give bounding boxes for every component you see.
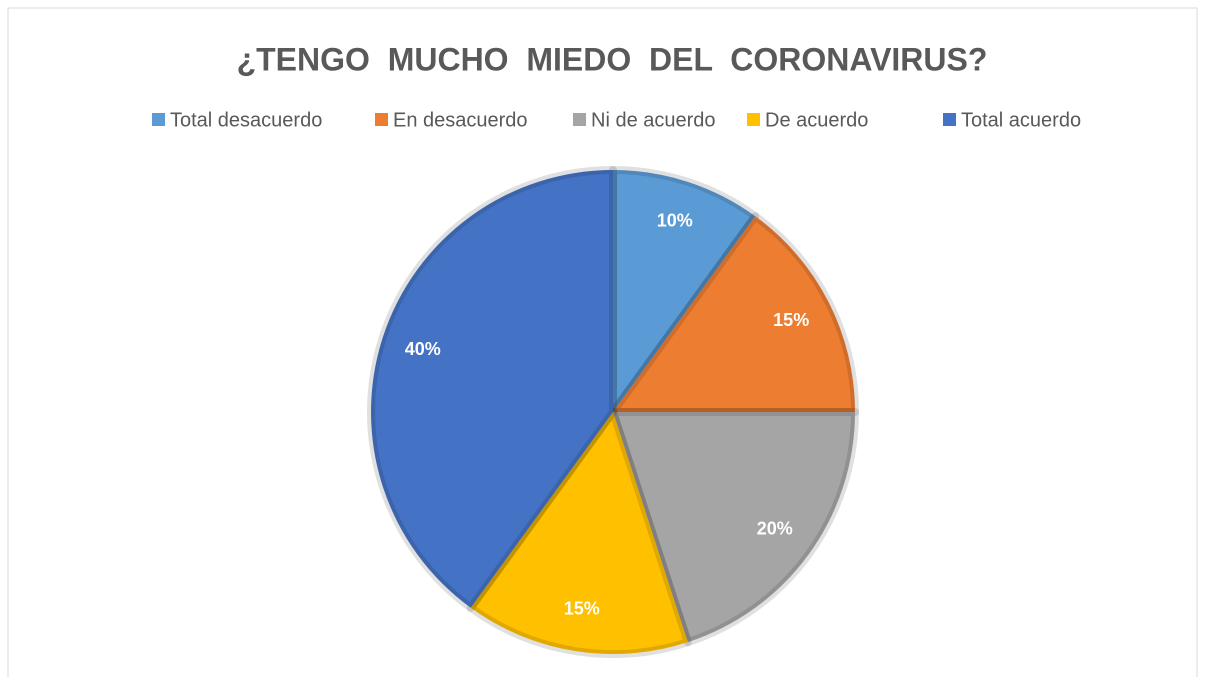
legend-label: En desacuerdo bbox=[393, 109, 528, 131]
pie-slice bbox=[466, 408, 692, 658]
legend-swatch bbox=[152, 113, 165, 126]
data-label: 10% bbox=[657, 211, 693, 231]
pie-slice bbox=[609, 212, 859, 416]
pie-slice bbox=[367, 166, 617, 612]
legend-swatch bbox=[747, 113, 760, 126]
legend-swatch bbox=[943, 113, 956, 126]
data-label: 15% bbox=[564, 598, 600, 618]
data-label: 40% bbox=[405, 339, 441, 359]
legend-label: Total desacuerdo bbox=[170, 109, 322, 131]
legend-label: De acuerdo bbox=[765, 109, 868, 131]
data-label: 20% bbox=[757, 518, 793, 538]
data-label: 15% bbox=[773, 310, 809, 330]
chart-title: ¿TENGO MUCHO MIEDO DEL CORONAVIRUS? bbox=[237, 41, 988, 77]
pie-slice bbox=[609, 166, 760, 416]
legend-swatch bbox=[573, 113, 586, 126]
pie-slice bbox=[609, 408, 859, 647]
legend-label: Total acuerdo bbox=[961, 109, 1081, 131]
legend-swatch bbox=[375, 113, 388, 126]
legend-label: Ni de acuerdo bbox=[591, 109, 716, 131]
